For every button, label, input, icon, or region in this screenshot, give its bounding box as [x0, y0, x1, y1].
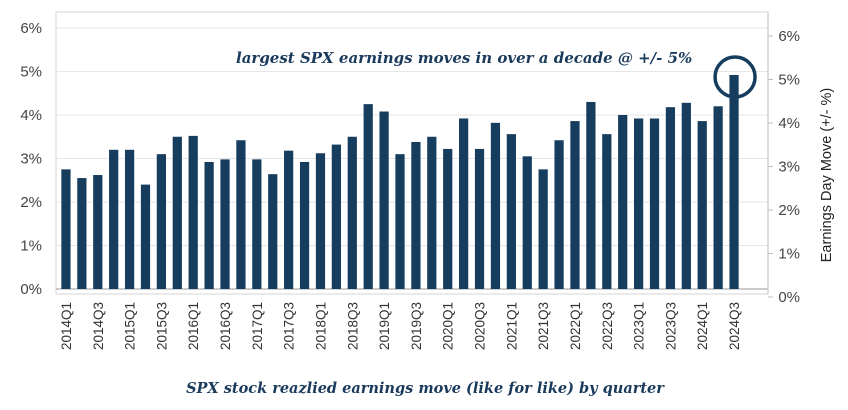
x-tick-label: 2016Q1 — [186, 302, 201, 350]
x-tick-label: 2022Q3 — [600, 302, 615, 350]
bar — [506, 134, 516, 289]
bar — [284, 150, 294, 289]
y-tick-label: 0% — [20, 281, 42, 298]
highlight-circle — [713, 55, 757, 99]
y-tick-label: 2% — [20, 194, 42, 211]
bar — [204, 161, 214, 289]
x-tick-label: 2017Q3 — [282, 302, 297, 350]
bar — [538, 169, 548, 289]
x-tick-label: 2020Q3 — [473, 302, 488, 350]
x-tick-label: 2024Q1 — [695, 302, 710, 350]
x-tick-label: 2018Q3 — [345, 302, 360, 350]
y2-tick-label: 5% — [778, 72, 800, 89]
bar — [220, 159, 230, 289]
x-tick-label: 2021Q1 — [504, 302, 519, 350]
y2-tick-label: 3% — [778, 159, 800, 176]
bar — [443, 148, 453, 289]
bar — [697, 121, 707, 289]
y2-tick-label: 4% — [778, 115, 800, 132]
bar — [474, 148, 485, 289]
bar — [172, 136, 182, 289]
y-tick-label: 1% — [20, 238, 42, 255]
x-tick-label: 2015Q1 — [123, 302, 138, 350]
y-tick-label: 4% — [20, 107, 42, 124]
x-tick-label: 2023Q3 — [663, 302, 678, 350]
bar — [315, 153, 326, 289]
chart-caption: SPX stock reazlied earnings move (like f… — [186, 380, 665, 397]
y-tick-label: 6% — [20, 20, 42, 37]
x-tick-label: 2020Q1 — [441, 302, 456, 350]
bar — [363, 104, 373, 289]
bar — [236, 140, 246, 289]
bar — [427, 136, 437, 289]
x-tick-label: 2017Q1 — [250, 302, 265, 350]
bar — [347, 136, 357, 289]
bar — [93, 175, 103, 289]
x-tick-label: 2019Q3 — [409, 302, 424, 350]
bar — [713, 106, 723, 289]
bar — [188, 135, 198, 289]
y2-tick-label: 2% — [778, 202, 800, 219]
x-tick-label: 2023Q1 — [632, 302, 647, 350]
bar — [459, 118, 469, 289]
x-tick-label: 2019Q1 — [377, 302, 392, 350]
bar — [331, 144, 341, 289]
x-tick-label: 2021Q3 — [536, 302, 551, 350]
bar — [554, 140, 564, 289]
bar — [602, 134, 612, 289]
y2-tick-label: 0% — [778, 289, 800, 306]
y-axis-right: 0% 1% 2% 3% 4% 5% 6% — [768, 28, 800, 306]
bar — [379, 111, 389, 290]
bar — [252, 159, 262, 289]
bar — [618, 115, 628, 289]
x-tick-label: 2024Q3 — [727, 302, 742, 350]
x-tick-label: 2022Q1 — [568, 302, 583, 350]
bar — [490, 122, 501, 289]
bar — [633, 118, 644, 289]
x-tick-label: 2018Q1 — [313, 302, 328, 350]
bar — [61, 169, 71, 289]
bar — [681, 102, 691, 289]
y-tick-label: 3% — [20, 151, 42, 168]
chart-annotation: largest SPX earnings moves in over a dec… — [236, 49, 692, 67]
x-tick-label: 2016Q3 — [218, 302, 233, 350]
bar — [268, 174, 278, 289]
bar — [729, 74, 739, 289]
y2-tick-label: 1% — [778, 246, 800, 263]
right-axis-title: Earnings Day Move (+/- %) — [819, 88, 835, 262]
bar — [299, 161, 310, 289]
x-tick-label: 2014Q3 — [91, 302, 106, 350]
y-axis-left: 0% 1% 2% 3% 4% 5% 6% — [20, 20, 42, 298]
bar — [395, 154, 405, 289]
x-axis: 2014Q1 2014Q3 2015Q1 2015Q3 2016Q1 2016Q3 2017… — [59, 302, 742, 350]
y-tick-label: 5% — [20, 64, 42, 81]
bar — [156, 154, 167, 289]
bar — [109, 149, 119, 289]
x-tick-label: 2015Q3 — [154, 302, 169, 350]
bar — [411, 141, 421, 289]
bar — [665, 107, 676, 289]
bar — [649, 118, 660, 289]
bar — [77, 178, 87, 289]
bar — [570, 121, 580, 289]
y2-tick-label: 6% — [778, 28, 800, 45]
x-tick-label: 2014Q1 — [59, 302, 74, 350]
bar — [140, 184, 151, 289]
bar — [586, 101, 596, 289]
bars — [61, 74, 739, 290]
bar — [522, 156, 532, 289]
bar — [124, 149, 135, 289]
